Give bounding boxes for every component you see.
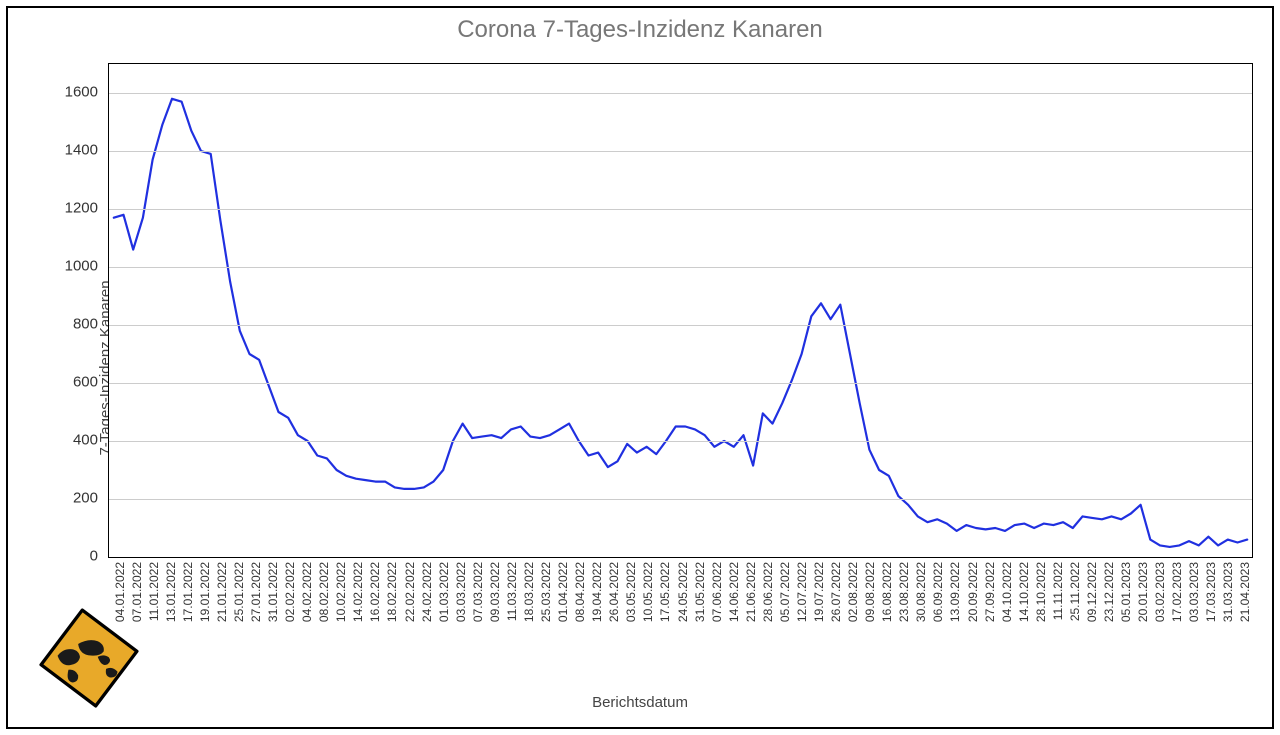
x-tick-label: 09.08.2022 <box>863 562 877 622</box>
x-tick-label: 24.02.2022 <box>420 562 434 622</box>
x-tick-label: 01.04.2022 <box>556 562 570 622</box>
y-tick-label: 0 <box>0 548 98 565</box>
x-tick-label: 14.06.2022 <box>727 562 741 622</box>
x-tick-label: 27.01.2022 <box>249 562 263 622</box>
x-tick-label: 19.04.2022 <box>590 562 604 622</box>
x-tick-label: 27.09.2022 <box>983 562 997 622</box>
x-tick-label: 20.01.2023 <box>1136 562 1150 622</box>
x-tick-label: 07.06.2022 <box>710 562 724 622</box>
x-tick-label: 23.08.2022 <box>897 562 911 622</box>
chart-title: Corona 7-Tages-Inzidenz Kanaren <box>8 16 1272 44</box>
x-tick-label: 18.02.2022 <box>385 562 399 622</box>
x-axis-label: Berichtsdatum <box>8 694 1272 711</box>
x-tick-label: 07.01.2022 <box>130 562 144 622</box>
gridline <box>109 383 1252 384</box>
x-tick-label: 28.06.2022 <box>761 562 775 622</box>
incidence-line <box>114 99 1247 547</box>
x-tick-label: 21.04.2023 <box>1238 562 1252 622</box>
x-tick-label: 14.10.2022 <box>1017 562 1031 622</box>
x-tick-label: 05.07.2022 <box>778 562 792 622</box>
y-tick-label: 1600 <box>0 84 98 101</box>
x-tick-label: 31.03.2023 <box>1221 562 1235 622</box>
x-tick-label: 10.02.2022 <box>334 562 348 622</box>
x-tick-label: 08.02.2022 <box>317 562 331 622</box>
y-tick-label: 1000 <box>0 258 98 275</box>
x-tick-label: 17.01.2022 <box>181 562 195 622</box>
y-tick-label: 800 <box>0 316 98 333</box>
x-tick-label: 17.05.2022 <box>658 562 672 622</box>
x-tick-label: 08.04.2022 <box>573 562 587 622</box>
x-tick-label: 07.03.2022 <box>471 562 485 622</box>
x-tick-label: 03.03.2022 <box>454 562 468 622</box>
x-tick-label: 10.05.2022 <box>641 562 655 622</box>
x-tick-label: 26.04.2022 <box>607 562 621 622</box>
x-tick-label: 18.03.2022 <box>522 562 536 622</box>
y-tick-label: 600 <box>0 374 98 391</box>
x-tick-label: 11.03.2022 <box>505 562 519 621</box>
gridline <box>109 93 1252 94</box>
y-tick-label: 1400 <box>0 142 98 159</box>
x-tick-label: 28.10.2022 <box>1034 562 1048 622</box>
x-tick-label: 23.12.2022 <box>1102 562 1116 622</box>
x-tick-label: 05.01.2023 <box>1119 562 1133 622</box>
gridline <box>109 499 1252 500</box>
x-tick-label: 25.01.2022 <box>232 562 246 622</box>
x-tick-label: 31.05.2022 <box>693 562 707 622</box>
x-tick-label: 14.02.2022 <box>351 562 365 622</box>
chart-frame: Corona 7-Tages-Inzidenz Kanaren 7-Tages-… <box>6 6 1274 729</box>
x-tick-label: 25.11.2022 <box>1068 562 1082 621</box>
plot-area <box>108 63 1253 558</box>
x-tick-label: 03.05.2022 <box>624 562 638 622</box>
x-tick-label: 11.11.2022 <box>1051 562 1065 620</box>
x-tick-label: 22.02.2022 <box>403 562 417 622</box>
x-tick-label: 03.02.2023 <box>1153 562 1167 622</box>
x-tick-label: 16.02.2022 <box>368 562 382 622</box>
x-tick-label: 20.09.2022 <box>966 562 980 622</box>
x-tick-label: 03.03.2023 <box>1187 562 1201 622</box>
sign-diamond <box>34 603 143 712</box>
x-tick-label: 09.03.2022 <box>488 562 502 622</box>
x-tick-label: 26.07.2022 <box>829 562 843 622</box>
x-tick-label: 02.02.2022 <box>283 562 297 622</box>
x-tick-label: 12.07.2022 <box>795 562 809 622</box>
x-tick-label: 30.08.2022 <box>914 562 928 622</box>
gridline <box>109 441 1252 442</box>
x-tick-label: 04.01.2022 <box>113 562 127 622</box>
y-tick-label: 1200 <box>0 200 98 217</box>
y-tick-label: 200 <box>0 490 98 507</box>
x-tick-label: 19.07.2022 <box>812 562 826 622</box>
x-tick-label: 17.03.2023 <box>1204 562 1218 622</box>
x-tick-label: 01.03.2022 <box>437 562 451 622</box>
x-tick-label: 06.09.2022 <box>931 562 945 622</box>
x-tick-label: 16.08.2022 <box>880 562 894 622</box>
x-tick-label: 21.06.2022 <box>744 562 758 622</box>
x-tick-label: 21.01.2022 <box>215 562 229 622</box>
y-tick-label: 400 <box>0 432 98 449</box>
x-tick-label: 25.03.2022 <box>539 562 553 622</box>
watermark-logo <box>34 603 144 713</box>
x-tick-label: 11.01.2022 <box>147 562 161 621</box>
x-tick-label: 13.01.2022 <box>164 562 178 622</box>
x-tick-label: 02.08.2022 <box>846 562 860 622</box>
x-tick-label: 04.02.2022 <box>300 562 314 622</box>
x-tick-label: 09.12.2022 <box>1085 562 1099 622</box>
x-tick-label: 24.05.2022 <box>676 562 690 622</box>
x-tick-label: 13.09.2022 <box>948 562 962 622</box>
x-tick-label: 31.01.2022 <box>266 562 280 622</box>
line-series <box>109 64 1252 557</box>
gridline <box>109 151 1252 152</box>
gridline <box>109 325 1252 326</box>
x-tick-label: 04.10.2022 <box>1000 562 1014 622</box>
gridline <box>109 209 1252 210</box>
x-tick-label: 17.02.2023 <box>1170 562 1184 622</box>
x-tick-label: 19.01.2022 <box>198 562 212 622</box>
gridline <box>109 267 1252 268</box>
